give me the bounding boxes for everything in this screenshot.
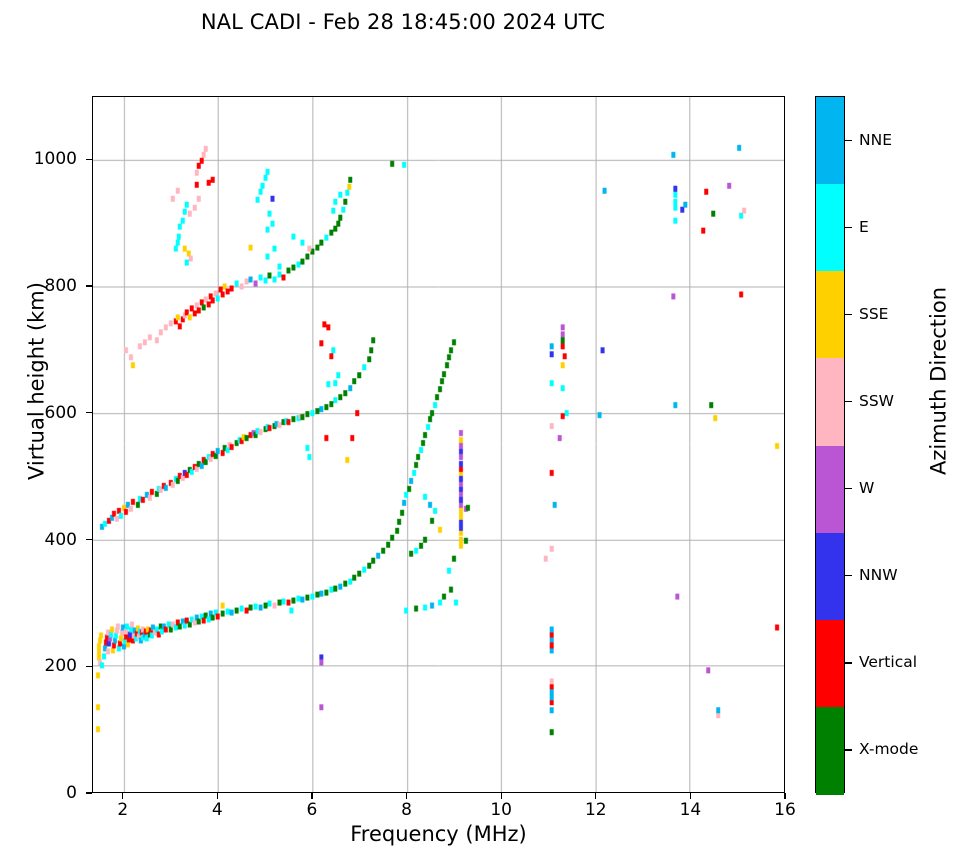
y-tick-label: 1000 — [33, 149, 77, 170]
page-title: NAL CADI - Feb 28 18:45:00 2024 UTC — [200, 10, 606, 34]
x-tick-mark — [405, 793, 408, 799]
y-tick-mark — [86, 158, 92, 160]
y-tick-mark — [86, 665, 92, 667]
y-tick-label: 400 — [44, 529, 77, 550]
y-axis-ticklabels: 0 200 400 600 800 1000 — [0, 96, 77, 803]
colorbar-band-nnw — [816, 532, 844, 621]
colorbar-title: Azimuth Direction — [926, 286, 951, 476]
y-tick-label: 200 — [44, 656, 77, 677]
x-tick-label: 4 — [211, 800, 223, 820]
colorbar-band-vertical — [816, 619, 844, 708]
y-tick-mark — [86, 285, 92, 287]
colorbar-label-sse: SSE — [859, 304, 889, 323]
colorbar-tick — [845, 662, 852, 664]
colorbar-label-w: W — [859, 479, 875, 498]
colorbar-band-sse — [816, 271, 844, 359]
x-tick-mark — [689, 793, 692, 799]
x-tick-label: 12 — [584, 800, 607, 820]
colorbar-label-nnw: NNW — [859, 566, 898, 585]
colorbar-tick — [845, 313, 852, 316]
colorbar-band-x-mode — [816, 706, 844, 795]
colorbar-tick — [845, 488, 852, 490]
y-tick-mark — [86, 792, 92, 794]
y-tick-label: 600 — [44, 402, 77, 423]
colorbar-band-nne — [816, 97, 844, 185]
colorbar-band-e — [816, 184, 844, 272]
x-tick-mark — [122, 793, 124, 799]
y-axis-title: Virtual height (km) — [24, 282, 49, 480]
colorbar-tick — [845, 749, 852, 751]
colorbar-label-x-mode: X-mode — [859, 740, 919, 759]
x-tick-mark — [311, 793, 313, 799]
y-tick-label: 0 — [66, 783, 77, 803]
y-tick-mark — [86, 538, 92, 541]
x-tick-mark — [784, 793, 786, 799]
x-tick-label: 14 — [679, 800, 702, 820]
y-axis-tickmarks — [86, 96, 92, 794]
colorbar-tick — [845, 226, 852, 228]
y-tick-mark — [86, 412, 92, 414]
x-axis-ticklabels: 2 4 6 8 10 12 14 16 — [92, 800, 796, 824]
ionogram-scatter-canvas — [93, 97, 784, 792]
colorbar-label-nne: NNE — [859, 130, 892, 149]
y-tick-label: 800 — [44, 276, 77, 297]
x-axis-tickmarks — [92, 793, 786, 799]
x-tick-label: 8 — [401, 800, 412, 820]
x-tick-label: 16 — [774, 800, 796, 820]
x-tick-mark — [595, 793, 597, 799]
colorbar-label-ssw: SSW — [859, 391, 895, 410]
x-tick-label: 6 — [306, 800, 318, 820]
colorbar-tick — [845, 139, 852, 141]
x-tick-mark — [216, 793, 218, 799]
colorbar — [815, 96, 845, 795]
x-tick-mark — [500, 793, 502, 799]
colorbar-band-ssw — [816, 358, 844, 447]
colorbar-tick — [845, 575, 852, 577]
colorbar-tick — [845, 400, 852, 403]
colorbar-band-w — [816, 445, 844, 534]
colorbar-labels: NNE E SSE SSW W NNW Vertical X-mode — [845, 96, 955, 793]
colorbar-label-e: E — [859, 217, 869, 236]
x-tick-label: 2 — [117, 800, 129, 820]
x-tick-label: 10 — [490, 800, 512, 820]
plot-area — [92, 96, 785, 793]
x-axis-title: Frequency (MHz) — [350, 822, 527, 846]
colorbar-label-vertical: Vertical — [859, 653, 918, 672]
